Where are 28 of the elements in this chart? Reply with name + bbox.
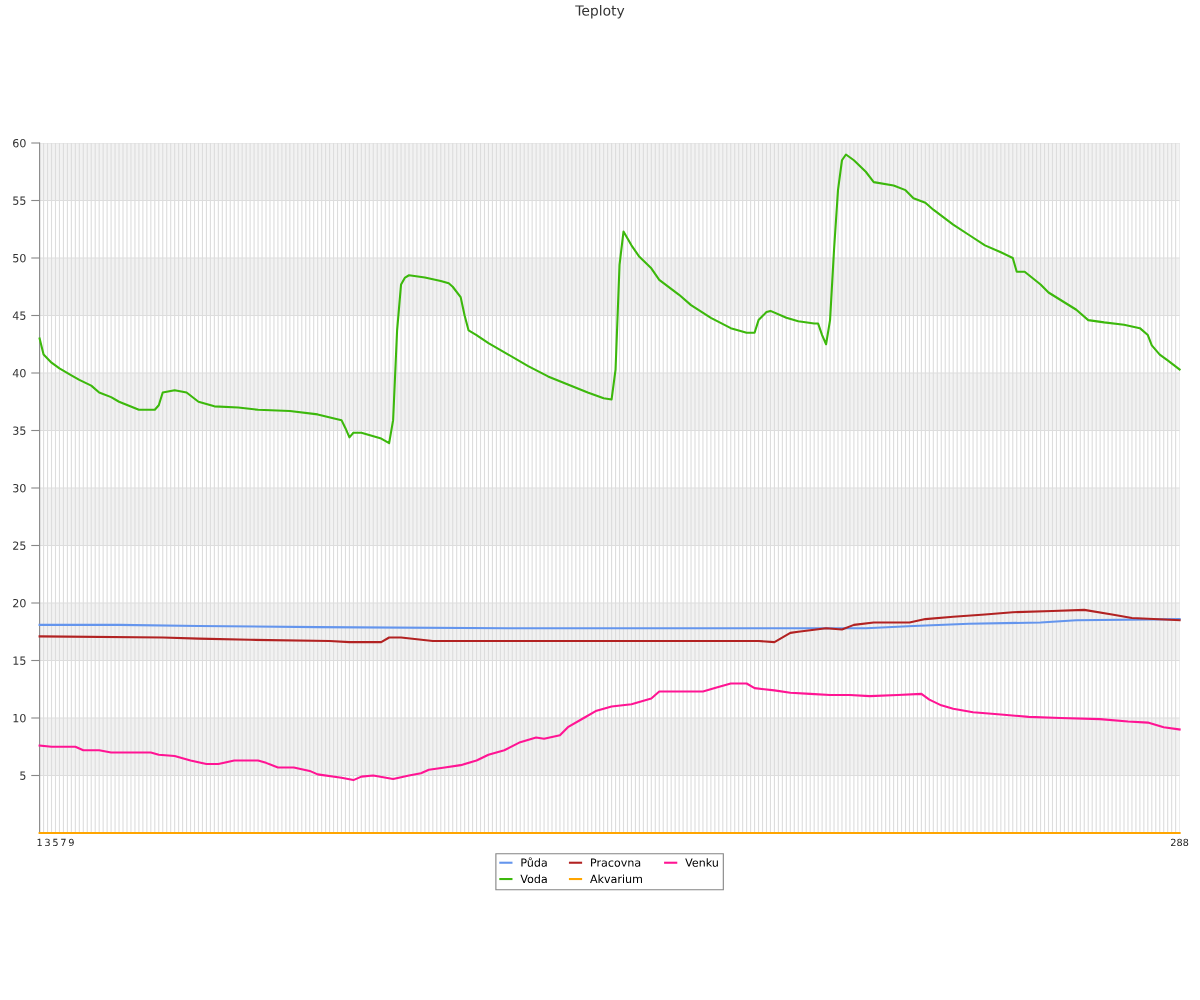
y-tick-label: 55 [13,196,26,205]
y-tick-label: 45 [12,311,26,320]
line-series [38,608,1181,644]
y-tick-label: 20 [13,598,26,608]
x-tick-label: 9 [68,838,74,847]
legend-label: Voda [520,874,547,884]
y-tick-label: 5 [20,771,26,780]
y-tick-label: 25 [13,541,26,550]
x-tick-label: 5 [53,838,58,847]
legend-label: Pracovna [591,858,641,867]
y-tick-label: 60 [13,138,26,148]
x-tick-label: 288 [1171,838,1189,847]
y-tick-label: 50 [13,253,26,263]
y-tick-label: 10 [13,713,26,723]
chart-title: Teploty [575,5,625,19]
y-tick-label: 30 [13,483,26,493]
legend-label: Půda [521,857,547,867]
line-series [38,618,1181,630]
y-tick-label: 15 [13,656,26,665]
x-tick-label: 7 [61,838,66,846]
y-tick-label: 35 [13,426,26,435]
line-series [38,682,1181,782]
x-tick-label: 1 [37,838,42,846]
y-tick-label: 40 [12,368,26,378]
line-series [38,153,1181,445]
legend-label: Venku [685,858,718,867]
legend-label: Akvarium [590,874,642,884]
x-tick-label: 3 [45,838,50,847]
